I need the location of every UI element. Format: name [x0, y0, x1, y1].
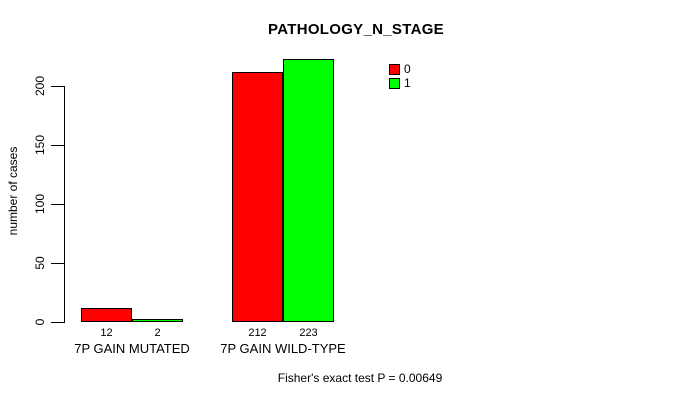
bar-value-label: 12 — [100, 327, 113, 339]
bar-1-2 — [283, 59, 334, 322]
y-tick-label: 200 — [33, 75, 47, 97]
y-tick-label: 0 — [33, 318, 47, 326]
y-tick — [51, 263, 64, 264]
bar-value-label: 212 — [248, 327, 267, 339]
y-tick-label: 50 — [33, 256, 47, 270]
y-tick — [51, 86, 64, 87]
legend-swatch-0 — [389, 64, 400, 75]
legend-swatch-1 — [389, 78, 400, 89]
bar-0-2 — [232, 72, 283, 322]
bar-0-1 — [81, 308, 132, 322]
y-axis-title: number of cases — [6, 146, 20, 236]
y-tick-label: 100 — [33, 193, 47, 215]
y-tick-label: 150 — [33, 134, 47, 156]
legend-label-0: 0 — [404, 62, 411, 76]
category-label: 7P GAIN WILD-TYPE — [220, 341, 346, 356]
y-tick — [51, 204, 64, 205]
bar-value-label: 2 — [154, 327, 161, 339]
legend-label-1: 1 — [404, 76, 411, 90]
y-axis-line — [64, 86, 65, 323]
y-tick — [51, 145, 64, 146]
category-label: 7P GAIN MUTATED — [74, 341, 190, 356]
y-tick — [51, 322, 64, 323]
chart-title: PATHOLOGY_N_STAGE — [268, 21, 444, 38]
fisher-test-annotation: Fisher's exact test P = 0.00649 — [277, 371, 443, 385]
bar-value-label: 223 — [299, 327, 318, 339]
bar-1-1 — [132, 319, 183, 322]
